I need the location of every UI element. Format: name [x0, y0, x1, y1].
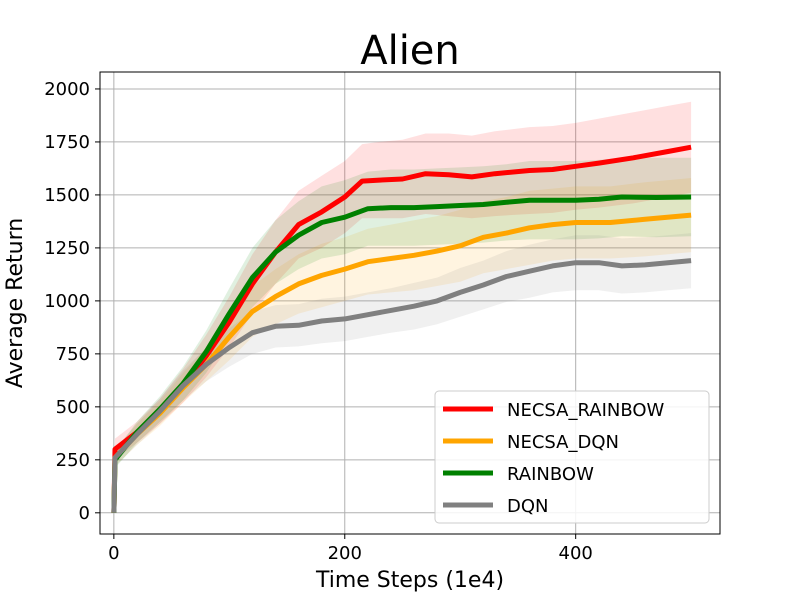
legend-box	[434, 390, 710, 524]
y-tick-label: 1500	[44, 185, 90, 206]
x-tick-label: 0	[108, 543, 119, 564]
y-axis-ticks: 0 250 500 750 1000 1250 1500 1750 2000	[44, 79, 100, 524]
x-axis-label: Time Steps (1e4)	[315, 568, 504, 593]
series-lines	[111, 144, 692, 513]
legend-label-dqn: DQN	[507, 496, 549, 517]
necsa-rainbow-band	[113, 101, 692, 513]
chart-title: Alien	[360, 28, 460, 74]
y-tick-label: 750	[56, 344, 90, 365]
rainbow-band	[113, 157, 692, 513]
y-tick-label: 2000	[44, 79, 90, 100]
dqn-line	[111, 258, 692, 513]
y-tick-label: 1000	[44, 291, 90, 312]
legend-label-necsa-dqn: NECSA_DQN	[507, 432, 619, 453]
x-tick-label: 400	[559, 543, 593, 564]
x-tick-label: 200	[328, 543, 362, 564]
y-tick-label: 1750	[44, 132, 90, 153]
y-tick-label: 0	[79, 503, 90, 524]
plot-frame	[99, 71, 721, 535]
y-tick-label: 1250	[44, 238, 90, 259]
legend-label-rainbow: RAINBOW	[507, 464, 594, 485]
legend-label-necsa-rainbow: NECSA_RAINBOW	[507, 400, 665, 421]
y-axis-label: Average Return	[3, 218, 28, 388]
y-tick-label: 500	[56, 397, 90, 418]
legend: NECSA_RAINBOW NECSA_DQN RAINBOW DQN	[434, 390, 710, 524]
rainbow-line	[111, 194, 692, 513]
y-tick-label: 250	[56, 450, 90, 471]
x-axis-ticks: 0 200 400	[108, 534, 593, 564]
dqn-band	[113, 233, 692, 513]
